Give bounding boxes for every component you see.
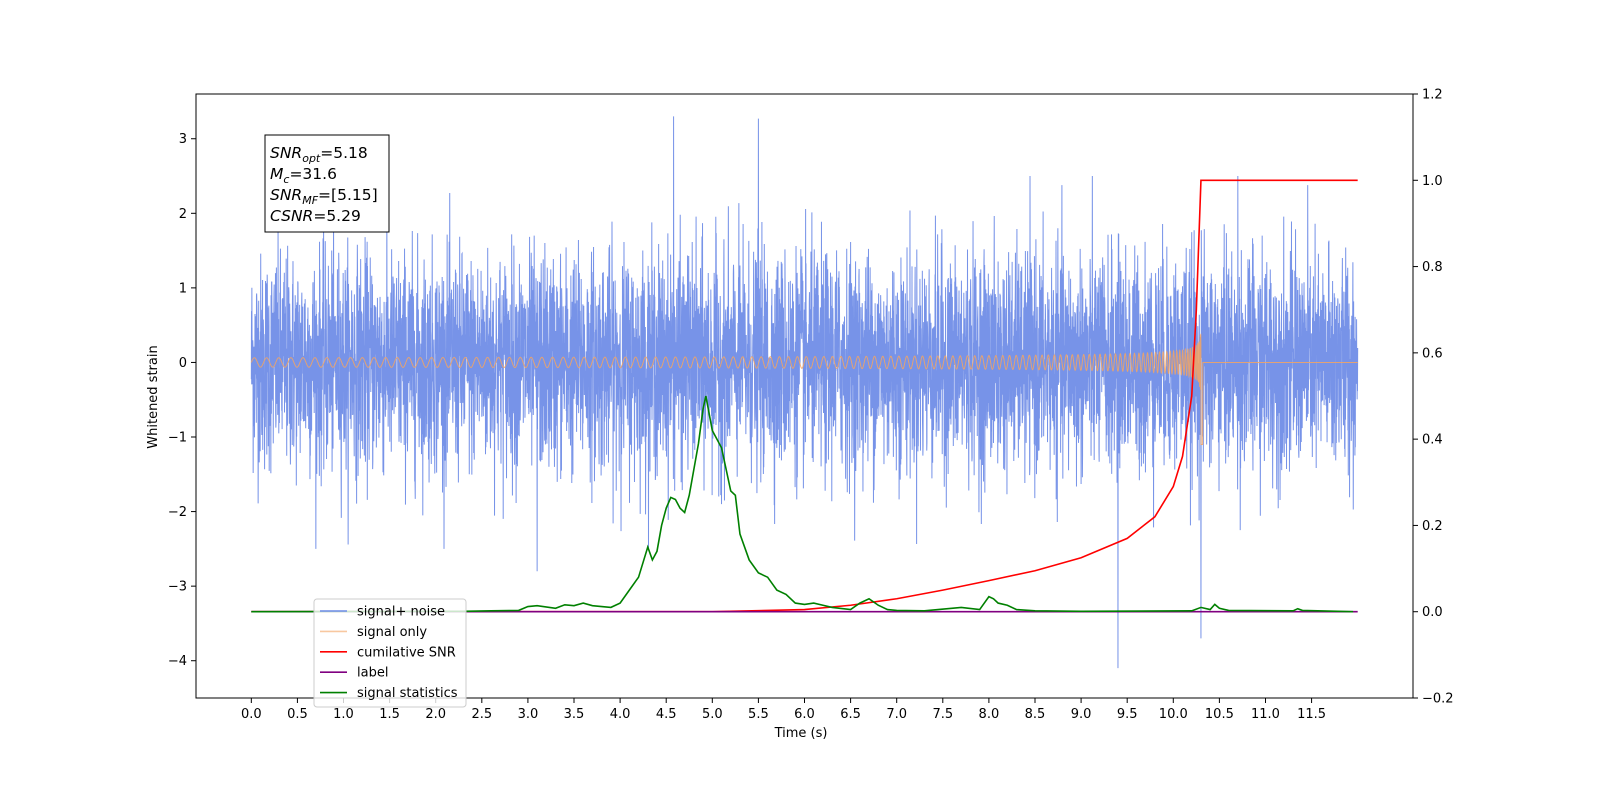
x-tick-label: 4.0 — [610, 707, 631, 722]
y-left-tick-label: 3 — [179, 132, 187, 147]
x-tick-label: 9.0 — [1071, 707, 1092, 722]
x-tick-label: 11.0 — [1251, 707, 1280, 722]
x-tick-label: 1.0 — [333, 707, 354, 722]
y-right-tick-label: 0.0 — [1422, 605, 1443, 620]
y-right-tick-label: 1.2 — [1422, 88, 1443, 103]
x-tick-label: 1.5 — [379, 707, 400, 722]
y-left-tick-label: −4 — [168, 654, 187, 669]
x-axis-label: Time (s) — [774, 726, 828, 741]
annotation-line: SNRopt=5.18 — [270, 144, 368, 165]
y-right-tick-label: 0.6 — [1422, 346, 1443, 361]
x-tick-label: 10.0 — [1159, 707, 1188, 722]
x-tick-label: 3.0 — [518, 707, 539, 722]
x-tick-label: 6.0 — [794, 707, 815, 722]
legend-frame — [313, 598, 467, 708]
legend-entry: signal only — [357, 625, 427, 640]
x-tick-label: 5.0 — [702, 707, 723, 722]
x-tick-label: 0.5 — [287, 707, 308, 722]
x-tick-label: 10.5 — [1205, 707, 1234, 722]
y-left-tick-label: −1 — [168, 431, 187, 446]
x-tick-label: 8.0 — [979, 707, 1000, 722]
y-right-tick-label: −0.2 — [1422, 692, 1454, 707]
y-left-tick-label: 1 — [179, 281, 187, 296]
x-tick-label: 7.5 — [932, 707, 953, 722]
x-tick-label: 9.5 — [1117, 707, 1138, 722]
legend-entry: signal+ noise — [357, 605, 445, 620]
x-tick-label: 7.0 — [886, 707, 907, 722]
series-cumilative-snr — [251, 179, 1358, 613]
legend: signal+ noise signal only cumilative SNR la… — [313, 598, 467, 708]
y-left-tick-label: −2 — [168, 505, 187, 520]
y-right-tick-label: 0.2 — [1422, 519, 1443, 534]
x-tick-label: 2.5 — [471, 707, 492, 722]
y-right-tick-label: 0.8 — [1422, 260, 1443, 275]
y-right-tick-label: 1.0 — [1422, 174, 1443, 189]
y-axis-label: Whitened strain — [146, 345, 161, 448]
x-tick-label: 11.5 — [1297, 707, 1326, 722]
annotation-line: SNRMF=[5.15] — [270, 186, 378, 207]
legend-entry: label — [357, 666, 388, 681]
y-left-tick-label: 0 — [179, 356, 187, 371]
series-signal-plus-noise — [250, 116, 1359, 669]
legend-entry: cumilative SNR — [357, 645, 456, 660]
x-tick-label: 3.5 — [564, 707, 585, 722]
annotation-line: Mc=31.6 — [270, 165, 337, 186]
y-left-tick-label: 2 — [179, 207, 187, 222]
y-left-tick-label: −3 — [168, 580, 187, 595]
annotation-line: CSNR=5.29 — [270, 207, 361, 225]
axes: 0.0 0.5 1.0 1.5 2.0 2.5 3.0 3.5 4.0 4.5 5.0 5.5 6.0 6… — [168, 88, 1454, 723]
x-tick-label: 0.0 — [241, 707, 262, 722]
x-tick-label: 4.5 — [656, 707, 677, 722]
series-signal-only — [250, 333, 1358, 445]
x-tick-label: 8.5 — [1025, 707, 1046, 722]
legend-entry: signal statistics — [357, 686, 458, 701]
annotation-frame — [264, 134, 390, 233]
x-tick-label: 2.0 — [425, 707, 446, 722]
x-tick-label: 6.5 — [840, 707, 861, 722]
series-signal-statistics — [251, 395, 1354, 613]
y-right-tick-label: 0.4 — [1422, 433, 1443, 448]
x-tick-label: 5.5 — [748, 707, 769, 722]
